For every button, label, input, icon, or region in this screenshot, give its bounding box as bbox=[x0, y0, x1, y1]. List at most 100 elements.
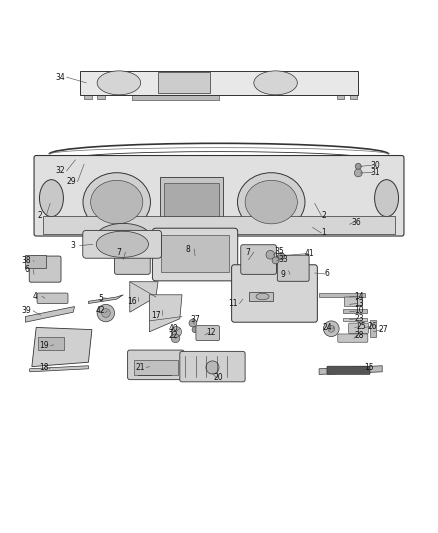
Text: 22: 22 bbox=[169, 331, 178, 340]
Text: 27: 27 bbox=[379, 325, 389, 334]
Bar bbox=[39, 337, 64, 350]
FancyBboxPatch shape bbox=[349, 323, 358, 334]
Circle shape bbox=[206, 361, 219, 374]
Circle shape bbox=[323, 321, 339, 336]
Circle shape bbox=[272, 257, 279, 264]
Ellipse shape bbox=[256, 293, 269, 300]
Text: 19: 19 bbox=[39, 341, 49, 350]
Polygon shape bbox=[88, 295, 123, 303]
Bar bbox=[160, 177, 223, 219]
FancyBboxPatch shape bbox=[232, 265, 318, 322]
FancyBboxPatch shape bbox=[338, 334, 368, 342]
Ellipse shape bbox=[237, 173, 305, 231]
FancyBboxPatch shape bbox=[152, 228, 238, 281]
Text: 32: 32 bbox=[55, 166, 65, 175]
FancyBboxPatch shape bbox=[277, 255, 309, 281]
Text: 3: 3 bbox=[71, 241, 76, 250]
Bar bbox=[132, 92, 219, 100]
Text: 15: 15 bbox=[364, 363, 374, 372]
Text: 10: 10 bbox=[354, 306, 364, 316]
Text: 4: 4 bbox=[33, 292, 38, 301]
Text: 30: 30 bbox=[370, 160, 380, 169]
Polygon shape bbox=[130, 282, 158, 312]
Circle shape bbox=[28, 259, 33, 264]
Bar bbox=[350, 92, 357, 99]
FancyBboxPatch shape bbox=[327, 366, 370, 375]
Text: 36: 36 bbox=[351, 217, 361, 227]
Ellipse shape bbox=[91, 180, 143, 224]
Bar bbox=[161, 235, 229, 272]
Polygon shape bbox=[149, 295, 182, 332]
FancyBboxPatch shape bbox=[83, 230, 162, 258]
Polygon shape bbox=[25, 306, 74, 322]
Circle shape bbox=[102, 309, 110, 318]
Text: 42: 42 bbox=[96, 306, 106, 316]
Text: 39: 39 bbox=[22, 306, 32, 316]
Ellipse shape bbox=[374, 180, 399, 217]
Text: 16: 16 bbox=[127, 297, 137, 306]
Circle shape bbox=[278, 253, 285, 260]
Circle shape bbox=[171, 327, 182, 337]
Ellipse shape bbox=[95, 223, 152, 254]
Polygon shape bbox=[319, 366, 382, 375]
FancyBboxPatch shape bbox=[34, 156, 404, 236]
Text: 24: 24 bbox=[322, 323, 332, 332]
Bar bbox=[250, 292, 273, 301]
Text: 28: 28 bbox=[354, 331, 364, 340]
FancyBboxPatch shape bbox=[359, 323, 368, 334]
FancyBboxPatch shape bbox=[37, 293, 68, 303]
Text: 2: 2 bbox=[37, 211, 42, 220]
Text: 29: 29 bbox=[66, 177, 76, 186]
Text: 34: 34 bbox=[55, 72, 65, 82]
FancyBboxPatch shape bbox=[196, 326, 219, 341]
Text: 12: 12 bbox=[206, 328, 216, 337]
Polygon shape bbox=[30, 366, 88, 372]
Bar bbox=[343, 318, 367, 321]
Text: 13: 13 bbox=[354, 299, 364, 308]
Circle shape bbox=[171, 334, 180, 343]
Text: 2: 2 bbox=[321, 211, 326, 220]
Text: 26: 26 bbox=[367, 322, 377, 331]
Bar bbox=[84, 231, 162, 246]
FancyBboxPatch shape bbox=[115, 245, 150, 274]
Ellipse shape bbox=[254, 71, 297, 95]
Circle shape bbox=[354, 169, 362, 177]
Bar bbox=[371, 320, 376, 337]
Bar bbox=[84, 92, 92, 99]
Text: 7: 7 bbox=[117, 248, 121, 256]
Text: 9: 9 bbox=[281, 270, 286, 279]
Bar bbox=[43, 216, 395, 234]
FancyBboxPatch shape bbox=[241, 245, 276, 274]
Text: 8: 8 bbox=[185, 245, 190, 254]
Circle shape bbox=[266, 251, 275, 259]
Text: 17: 17 bbox=[151, 311, 161, 320]
Text: 1: 1 bbox=[321, 229, 326, 238]
Text: 31: 31 bbox=[370, 168, 380, 177]
Text: 14: 14 bbox=[354, 292, 364, 301]
FancyBboxPatch shape bbox=[29, 256, 61, 282]
Text: 20: 20 bbox=[213, 373, 223, 382]
Text: 35: 35 bbox=[274, 247, 284, 256]
Bar bbox=[336, 92, 344, 99]
Text: 11: 11 bbox=[228, 299, 238, 308]
Text: 40: 40 bbox=[169, 324, 178, 333]
Ellipse shape bbox=[83, 173, 150, 231]
Circle shape bbox=[97, 304, 115, 322]
Bar bbox=[164, 183, 219, 215]
Circle shape bbox=[189, 319, 197, 327]
Ellipse shape bbox=[39, 180, 64, 217]
Bar bbox=[97, 92, 105, 99]
Text: 6: 6 bbox=[325, 269, 329, 278]
Text: 41: 41 bbox=[305, 249, 314, 258]
FancyBboxPatch shape bbox=[127, 350, 184, 379]
Bar bbox=[319, 293, 365, 297]
Circle shape bbox=[328, 325, 335, 332]
Text: 21: 21 bbox=[135, 363, 145, 372]
FancyBboxPatch shape bbox=[180, 351, 245, 382]
Text: 33: 33 bbox=[279, 255, 288, 264]
Bar bbox=[25, 255, 46, 268]
Text: 6: 6 bbox=[24, 265, 29, 274]
Circle shape bbox=[35, 259, 41, 264]
Bar bbox=[345, 219, 354, 225]
Text: 18: 18 bbox=[39, 363, 49, 372]
